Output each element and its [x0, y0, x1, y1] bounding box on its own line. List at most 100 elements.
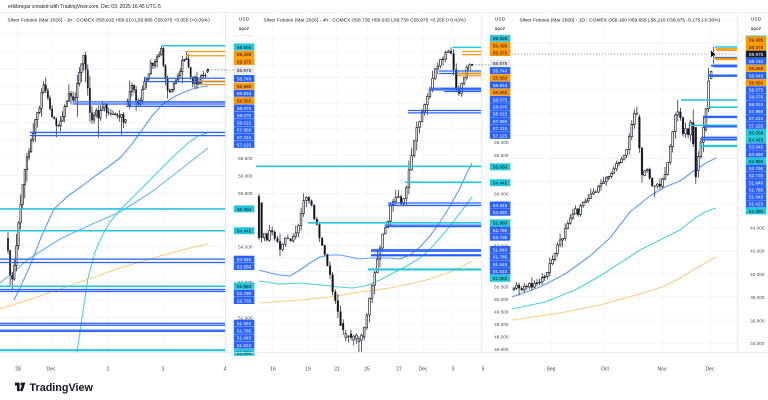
svg-text:16: 16: [270, 367, 276, 373]
svg-text:58.645: 58.645: [237, 91, 252, 96]
svg-text:57.125: 57.125: [493, 133, 508, 138]
svg-text:52.790: 52.790: [749, 166, 764, 171]
svg-text:51.785: 51.785: [749, 187, 764, 192]
svg-text:58.075: 58.075: [749, 88, 764, 93]
svg-text:51.645: 51.645: [749, 195, 764, 200]
svg-text:Oct: Oct: [601, 367, 609, 373]
svg-text:52.735: 52.735: [493, 235, 508, 240]
svg-text:58.075: 58.075: [493, 97, 508, 102]
svg-text:TradingView: TradingView: [30, 382, 94, 394]
svg-text:58.015: 58.015: [237, 120, 252, 125]
svg-text:54.445: 54.445: [749, 138, 764, 143]
svg-text:53.645: 53.645: [493, 203, 508, 208]
svg-text:58.565: 58.565: [749, 81, 764, 86]
svg-text:58.075: 58.075: [237, 106, 252, 111]
svg-text:54.000: 54.000: [238, 244, 253, 249]
svg-text:28: 28: [15, 367, 21, 373]
svg-text:57.950: 57.950: [749, 109, 764, 114]
svg-text:52.880: 52.880: [749, 159, 764, 164]
svg-text:52.000: 52.000: [494, 243, 509, 248]
svg-text:58.645: 58.645: [749, 73, 764, 78]
svg-text:25: 25: [364, 367, 370, 373]
svg-text:erikbregar created with Tradin: erikbregar created with TradingView.com,…: [8, 4, 161, 10]
svg-text:Silver Futures (Mar 2026) - 1D: Silver Futures (Mar 2026) - 1D - COMEX O…: [520, 18, 721, 24]
svg-text:38.000: 38.000: [750, 295, 765, 300]
svg-text:49.000: 49.000: [494, 322, 509, 327]
svg-text:3: 3: [162, 367, 165, 373]
svg-text:58.015: 58.015: [493, 112, 508, 117]
svg-text:52.790: 52.790: [237, 291, 252, 296]
svg-text:59.375: 59.375: [493, 51, 508, 56]
svg-text:5: 5: [482, 367, 485, 373]
svg-text:57.215: 57.215: [237, 135, 252, 140]
svg-text:21: 21: [334, 367, 340, 373]
svg-text:57.950: 57.950: [237, 128, 252, 133]
svg-text:apoz: apoz: [751, 27, 762, 32]
svg-text:55.060: 55.060: [237, 207, 252, 212]
svg-text:52.880: 52.880: [237, 284, 252, 289]
svg-text:59.495: 59.495: [493, 43, 508, 48]
svg-text:51.080: 51.080: [493, 276, 508, 281]
svg-text:Silver Futures (Mar 2026) - 1h: Silver Futures (Mar 2026) - 1h - COMEX O…: [8, 18, 211, 24]
svg-text:55.060: 55.060: [493, 165, 508, 170]
svg-text:56.500: 56.500: [238, 156, 253, 161]
svg-text:57.215: 57.215: [749, 116, 764, 121]
svg-text:apoz: apoz: [239, 27, 250, 32]
svg-text:53.645: 53.645: [749, 145, 764, 150]
svg-text:58.660: 58.660: [237, 84, 252, 89]
svg-text:Nov: Nov: [658, 367, 667, 373]
svg-text:Dec: Dec: [706, 367, 715, 373]
svg-text:58.740: 58.740: [493, 69, 508, 74]
svg-text:54.000: 54.000: [494, 192, 509, 197]
svg-text:51.785: 51.785: [493, 255, 508, 260]
svg-text:55.500: 55.500: [238, 191, 253, 196]
svg-text:51.610: 51.610: [749, 202, 764, 207]
svg-text:50.500: 50.500: [494, 284, 509, 289]
svg-text:51.610: 51.610: [493, 269, 508, 274]
svg-text:59.495: 59.495: [237, 52, 252, 57]
svg-text:36.000: 36.000: [750, 318, 765, 323]
svg-text:52.735: 52.735: [237, 298, 252, 303]
svg-text:55.060: 55.060: [749, 130, 764, 135]
svg-text:53.550: 53.550: [237, 264, 252, 269]
svg-text:Dec: Dec: [419, 367, 428, 373]
svg-text:51.080: 51.080: [749, 209, 764, 214]
svg-text:52.000: 52.000: [238, 315, 253, 320]
svg-text:58.645: 58.645: [493, 83, 508, 88]
svg-text:59.375: 59.375: [237, 60, 252, 65]
svg-text:51.840: 51.840: [237, 321, 252, 326]
svg-text:58.740: 58.740: [237, 76, 252, 81]
svg-text:57.950: 57.950: [493, 119, 508, 124]
svg-text:51.645: 51.645: [493, 262, 508, 267]
svg-text:52.790: 52.790: [493, 228, 508, 233]
svg-text:58.070: 58.070: [237, 113, 252, 118]
svg-text:53.550: 53.550: [493, 210, 508, 215]
svg-text:58.660: 58.660: [749, 66, 764, 71]
svg-text:34.000: 34.000: [750, 341, 765, 346]
svg-text:48.500: 48.500: [494, 334, 509, 339]
svg-text:48.000: 48.000: [494, 347, 509, 352]
svg-text:54.445: 54.445: [493, 181, 508, 186]
svg-text:51.785: 51.785: [237, 328, 252, 333]
svg-text:57.125: 57.125: [237, 142, 252, 147]
svg-text:USD: USD: [495, 17, 506, 23]
svg-text:58.740: 58.740: [749, 59, 764, 64]
svg-text:51.840: 51.840: [493, 247, 508, 252]
svg-text:52.735: 52.735: [749, 173, 764, 178]
svg-text:58.975: 58.975: [749, 52, 764, 57]
svg-text:51.610: 51.610: [237, 343, 252, 348]
svg-text:58.070: 58.070: [749, 95, 764, 100]
svg-text:58.975: 58.975: [237, 68, 252, 73]
svg-text:44.000: 44.000: [750, 226, 765, 231]
svg-text:58.565: 58.565: [237, 99, 252, 104]
svg-text:59.655: 59.655: [493, 36, 508, 41]
svg-text:53.645: 53.645: [237, 257, 252, 262]
svg-text:58.565: 58.565: [493, 90, 508, 95]
svg-text:58.660: 58.660: [493, 76, 508, 81]
svg-text:apoz: apoz: [495, 27, 506, 32]
svg-text:2: 2: [107, 367, 110, 373]
svg-text:58.975: 58.975: [493, 61, 508, 66]
svg-text:19: 19: [305, 367, 311, 373]
svg-text:Dec: Dec: [47, 367, 56, 373]
svg-text:49.500: 49.500: [494, 310, 509, 315]
